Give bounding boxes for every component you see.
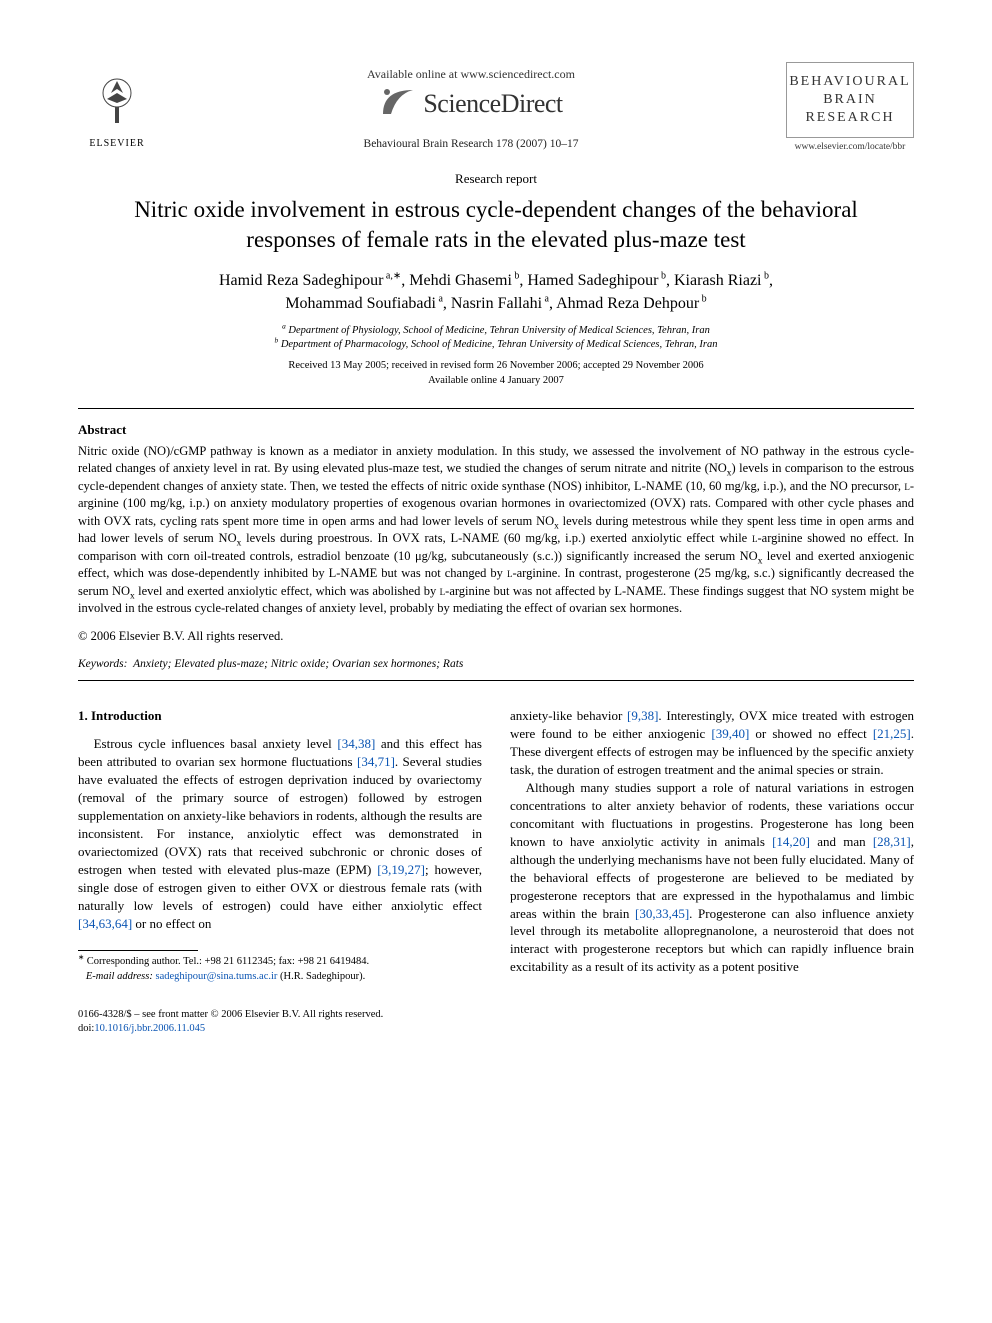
- citation[interactable]: [21,25]: [873, 726, 911, 741]
- doi-label: doi:: [78, 1023, 94, 1034]
- citation[interactable]: [28,31]: [873, 834, 911, 849]
- section-heading-intro: 1. Introduction: [78, 707, 482, 725]
- elsevier-label: ELSEVIER: [89, 137, 144, 151]
- intro-paragraph-1: Estrous cycle influences basal anxiety l…: [78, 735, 482, 932]
- journal-title-line: BEHAVIOURAL: [789, 73, 910, 91]
- received-line: Received 13 May 2005; received in revise…: [78, 359, 914, 374]
- corresponding-author-footnote: ∗ Corresponding author. Tel.: +98 21 611…: [78, 955, 482, 983]
- sciencedirect-text: ScienceDirect: [423, 86, 562, 121]
- intro-paragraph-1-cont: anxiety-like behavior [9,38]. Interestin…: [510, 707, 914, 779]
- corresponding-text: Corresponding author. Tel.: +98 21 61123…: [87, 956, 369, 967]
- sciencedirect-logo: ScienceDirect: [156, 84, 786, 123]
- author-list: Hamid Reza Sadeghipour a,∗, Mehdi Ghasem…: [78, 269, 914, 315]
- section-label: Research report: [78, 170, 914, 188]
- journal-cover-box: BEHAVIOURAL BRAIN RESEARCH: [786, 62, 914, 138]
- affiliation-b: Department of Pharmacology, School of Me…: [281, 339, 718, 350]
- citation[interactable]: [3,19,27]: [377, 862, 425, 877]
- email-tail: (H.R. Sadeghipour).: [277, 971, 365, 982]
- journal-title-line: RESEARCH: [805, 109, 894, 127]
- journal-title-line: BRAIN: [823, 91, 877, 109]
- page-footer: 0166-4328/$ – see front matter © 2006 El…: [78, 1008, 914, 1036]
- divider: [78, 408, 914, 409]
- citation[interactable]: [39,40]: [711, 726, 749, 741]
- abstract-body: Nitric oxide (NO)/cGMP pathway is known …: [78, 443, 914, 618]
- intro-paragraph-2: Although many studies support a role of …: [510, 779, 914, 976]
- footnote-divider: [78, 950, 198, 951]
- citation[interactable]: [34,71]: [357, 754, 395, 769]
- footer-copyright: 0166-4328/$ – see front matter © 2006 El…: [78, 1008, 914, 1022]
- elsevier-logo: ELSEVIER: [78, 62, 156, 150]
- keywords-label: Keywords:: [78, 658, 127, 670]
- citation[interactable]: [14,20]: [772, 834, 810, 849]
- email-link[interactable]: sadeghipour@sina.tums.ac.ir: [155, 971, 277, 982]
- citation[interactable]: [30,33,45]: [635, 906, 689, 921]
- copyright-line: © 2006 Elsevier B.V. All rights reserved…: [78, 628, 914, 645]
- body-columns: 1. Introduction Estrous cycle influences…: [78, 707, 914, 984]
- article-dates: Received 13 May 2005; received in revise…: [78, 359, 914, 388]
- journal-reference: Behavioural Brain Research 178 (2007) 10…: [156, 137, 786, 153]
- page-header: ELSEVIER Available online at www.science…: [78, 62, 914, 154]
- keywords: Keywords: Anxiety; Elevated plus-maze; N…: [78, 657, 914, 673]
- keywords-list: Anxiety; Elevated plus-maze; Nitric oxid…: [133, 658, 463, 670]
- citation[interactable]: [34,38]: [337, 736, 375, 751]
- swoosh-icon: [379, 84, 417, 123]
- journal-cover: BEHAVIOURAL BRAIN RESEARCH www.elsevier.…: [786, 62, 914, 154]
- citation[interactable]: [9,38]: [627, 708, 658, 723]
- abstract-heading: Abstract: [78, 421, 914, 439]
- available-line: Available online 4 January 2007: [78, 374, 914, 389]
- affiliations: a Department of Physiology, School of Me…: [78, 324, 914, 353]
- star-icon: ∗: [78, 953, 84, 962]
- divider: [78, 680, 914, 681]
- tree-icon: [89, 73, 145, 137]
- affiliation-a: Department of Physiology, School of Medi…: [288, 325, 710, 336]
- center-header: Available online at www.sciencedirect.co…: [156, 62, 786, 153]
- email-label: E-mail address:: [86, 971, 153, 982]
- article-title: Nitric oxide involvement in estrous cycl…: [98, 195, 894, 255]
- available-online-text: Available online at www.sciencedirect.co…: [156, 66, 786, 82]
- citation[interactable]: [34,63,64]: [78, 916, 132, 931]
- journal-url: www.elsevier.com/locate/bbr: [786, 141, 914, 154]
- doi-link[interactable]: 10.1016/j.bbr.2006.11.045: [94, 1023, 205, 1034]
